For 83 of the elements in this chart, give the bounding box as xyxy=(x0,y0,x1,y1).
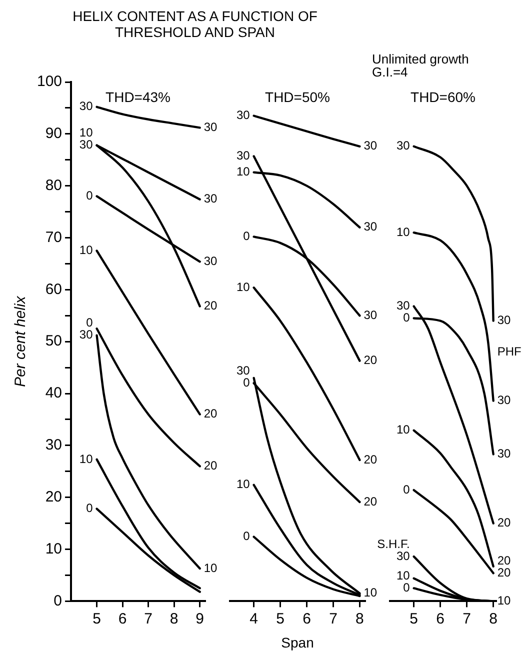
annotation: S.H.F. xyxy=(377,536,410,551)
x-tick-label: 8 xyxy=(356,610,364,628)
text: G.I.=4 xyxy=(372,64,408,80)
annotation: 30 xyxy=(364,138,378,153)
annotation: 10 xyxy=(364,586,378,600)
annotation: 30 xyxy=(497,393,512,408)
annotation: 0 xyxy=(86,316,94,330)
x-tick-label: 6 xyxy=(302,610,311,628)
annotation: 10 xyxy=(79,126,94,140)
y-tick-label: 60 xyxy=(45,280,62,298)
text: THD=43% xyxy=(106,88,170,105)
annotation: 0 xyxy=(403,580,410,595)
y-axis-title: Per cent helix xyxy=(12,296,30,388)
annotation: 30 xyxy=(204,192,218,206)
annotation: 0 xyxy=(86,501,94,516)
annotation: 0 xyxy=(403,310,410,325)
annotation: 10 xyxy=(236,477,250,492)
annotation: 30 xyxy=(79,328,94,342)
x-tick-label: 7 xyxy=(462,610,472,628)
annotation: 30 xyxy=(204,254,218,268)
annotation: 10 xyxy=(79,243,94,258)
annotation: 30 xyxy=(497,446,512,461)
annotation: 10 xyxy=(396,568,410,583)
x-tick-label: 5 xyxy=(410,610,418,628)
text: Unlimited growth xyxy=(372,52,469,67)
annotation: 30 xyxy=(236,108,250,122)
y-tick-label: 80 xyxy=(45,176,62,194)
annotation: 10 xyxy=(236,280,250,294)
annotation: 20 xyxy=(364,353,378,368)
annotation: 0 xyxy=(243,229,250,244)
y-tick-label: 0 xyxy=(54,592,62,610)
annotation: 10 xyxy=(79,452,94,466)
x-tick-label: 4 xyxy=(250,610,258,628)
annotation: 30 xyxy=(204,120,218,134)
annotation: 0 xyxy=(243,375,250,390)
y-tick-label: 70 xyxy=(45,228,62,246)
x-tick-label: 6 xyxy=(118,610,127,628)
y-tick-label: 10 xyxy=(45,540,62,558)
annotation: 0 xyxy=(86,188,94,203)
y-tick-label: 30 xyxy=(45,436,62,454)
x-tick-label: 7 xyxy=(329,610,338,628)
annotation: PHF xyxy=(497,344,522,358)
x-tick-label: 7 xyxy=(144,610,152,628)
y-tick-label: 20 xyxy=(45,488,62,506)
annotation: 20 xyxy=(497,565,512,580)
x-tick-label: 9 xyxy=(196,610,204,628)
annotation: 30 xyxy=(236,363,250,378)
annotation: 10 xyxy=(236,164,250,179)
annotation: 0 xyxy=(403,482,410,496)
y-tick-label: 100 xyxy=(36,73,62,90)
y-tick-label: 40 xyxy=(45,384,62,402)
annotation: 10 xyxy=(396,422,410,437)
annotation: 0 xyxy=(243,529,250,544)
annotation: 30 xyxy=(497,313,512,328)
annotation: 20 xyxy=(364,494,378,508)
x-tick-label: 5 xyxy=(276,610,284,628)
annotation: 30 xyxy=(364,220,378,234)
annotation: 20 xyxy=(204,298,218,313)
annotation: 30 xyxy=(79,99,94,114)
annotation: 10 xyxy=(204,560,218,575)
annotation: 20 xyxy=(497,516,512,530)
annotation: 20 xyxy=(204,458,218,473)
annotation: 30 xyxy=(396,138,410,153)
text: THD=60% xyxy=(410,88,476,105)
annotation: 30 xyxy=(79,138,94,152)
annotation: 20 xyxy=(364,452,378,466)
annotation: 10 xyxy=(497,594,512,608)
annotation: 10 xyxy=(396,224,410,239)
annotation: 20 xyxy=(497,553,512,568)
x-tick-label: 6 xyxy=(436,610,445,628)
x-tick-label: 8 xyxy=(170,610,178,628)
annotation: 30 xyxy=(236,148,250,163)
annotation: 30 xyxy=(364,308,378,322)
annotation: 30 xyxy=(396,298,410,313)
annotation: 20 xyxy=(204,406,218,421)
x-tick-label: 8 xyxy=(489,610,498,628)
x-axis-title: Span xyxy=(281,634,314,650)
y-tick-label: 50 xyxy=(45,332,62,350)
chart-title: HELIX CONTENT AS A FUNCTION OF THRESHOLD AND SPAN xyxy=(72,8,318,40)
y-tick-label: 90 xyxy=(45,125,62,142)
x-tick-label: 5 xyxy=(92,610,101,628)
annotation: 30 xyxy=(396,548,410,563)
text: THD=50% xyxy=(265,88,330,105)
